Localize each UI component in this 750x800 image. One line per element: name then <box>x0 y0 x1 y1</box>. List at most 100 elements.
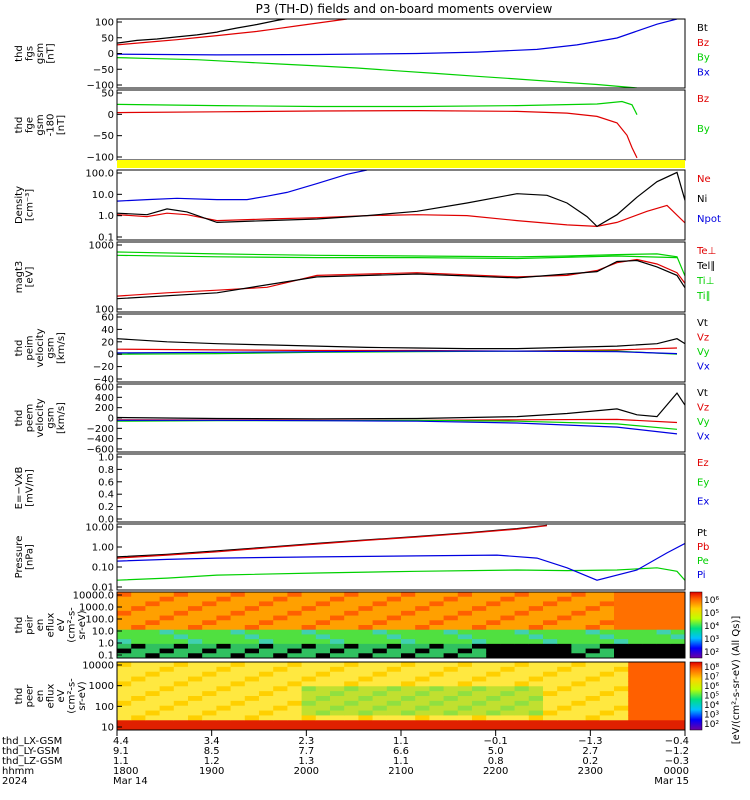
heatmap-cell <box>301 725 317 730</box>
heatmap-cell <box>202 610 217 617</box>
heatmap-cell <box>230 700 246 707</box>
heatmap-cell <box>259 639 274 645</box>
heatmap-cell <box>486 691 501 697</box>
heatmap-cell <box>514 610 530 617</box>
heatmap-cell <box>571 596 587 602</box>
heatmap-cell <box>173 662 189 668</box>
panel-frame <box>116 591 686 659</box>
heatmap-cell <box>415 625 430 631</box>
heatmap-cell <box>443 620 459 626</box>
heatmap-cell <box>188 601 203 607</box>
heatmap-cell <box>642 691 658 697</box>
heatmap-cell <box>514 725 530 730</box>
heatmap-cell <box>443 705 459 712</box>
heatmap-cell <box>230 634 246 640</box>
heatmap-cell <box>500 666 516 673</box>
heatmap-cell <box>244 629 260 635</box>
heatmap-cell <box>415 592 430 598</box>
heatmap-cell <box>443 686 459 692</box>
heatmap-cell <box>315 653 331 658</box>
heatmap-cell <box>117 648 132 654</box>
heatmap-cell <box>415 676 430 682</box>
y-tick-label: 0.4 <box>98 490 114 501</box>
heatmap-cell <box>543 710 558 716</box>
heatmap-cell <box>386 653 402 658</box>
heatmap-cell <box>230 662 246 668</box>
heatmap-cell <box>457 720 473 726</box>
heatmap-cell <box>202 705 217 712</box>
heatmap-cell <box>287 615 303 621</box>
heatmap-cell <box>500 643 516 650</box>
heatmap-cell <box>202 700 217 707</box>
heatmap-cell <box>585 696 601 702</box>
y-tick-label: 0.1 <box>98 651 114 662</box>
series-line-vt <box>117 392 685 420</box>
heatmap-cell <box>273 639 288 645</box>
y-tick-label: 200 <box>95 403 114 414</box>
x-tick-label: 3.4 <box>204 736 220 747</box>
heatmap-cell <box>244 625 260 631</box>
heatmap-cell <box>259 610 274 617</box>
heatmap-cell <box>585 671 601 678</box>
heatmap-cell <box>401 710 416 716</box>
heatmap-cell <box>571 662 587 668</box>
series-line-pe <box>117 567 685 582</box>
y-axis-label: gsm <box>35 114 46 135</box>
heatmap-cell <box>457 653 473 658</box>
heatmap-cell <box>301 676 317 682</box>
heatmap-cell <box>401 634 416 640</box>
panel-efield: 1.00.80.6 0.40.2 0.0 E=−VxB [mV/m] Ez Ey Ex <box>14 453 709 526</box>
heatmap-cell <box>557 676 572 682</box>
heatmap-cell <box>301 720 317 726</box>
heatmap-cell <box>614 592 629 598</box>
heatmap-cell <box>642 639 658 645</box>
heatmap-cell <box>230 610 246 617</box>
heatmap-cell <box>670 715 685 721</box>
heatmap-cell <box>344 681 359 687</box>
heatmap-cell <box>401 720 416 726</box>
series-line-bz <box>117 19 348 46</box>
heatmap-cell <box>543 625 558 631</box>
heatmap-cell <box>315 620 331 626</box>
heatmap-cell <box>415 715 430 721</box>
heatmap-cell <box>543 686 558 692</box>
heatmap-cell <box>344 629 359 635</box>
heatmap-cell <box>372 676 388 682</box>
heatmap-cell <box>358 700 374 707</box>
heatmap-cell <box>571 715 587 721</box>
heatmap-cell <box>159 592 175 598</box>
heatmap-cell <box>188 671 203 678</box>
heatmap-cell <box>599 625 615 631</box>
heatmap-cell <box>614 725 629 730</box>
heatmap-cell <box>443 596 459 602</box>
heatmap-cell <box>386 676 402 682</box>
heatmap-cell <box>472 601 487 607</box>
heatmap-cell <box>386 615 402 621</box>
heatmap-cell <box>571 710 587 716</box>
y-tick-label: 100 <box>95 18 114 29</box>
heatmap-cell <box>344 720 359 726</box>
legend-entry: Bz <box>697 38 709 49</box>
heatmap-cell <box>173 725 189 730</box>
heatmap-cell <box>599 629 615 635</box>
heatmap-cell <box>457 710 473 716</box>
heatmap-cell <box>472 715 487 721</box>
heatmap-cell <box>173 601 189 607</box>
heatmap-cell <box>429 696 445 702</box>
heatmap-cell <box>670 648 685 654</box>
heatmap-cell <box>330 592 345 598</box>
heatmap-cell <box>287 625 303 631</box>
heatmap-cell <box>585 725 601 730</box>
heatmap-cell <box>557 705 572 712</box>
heatmap-cell <box>230 629 246 635</box>
y-tick-label: 0 <box>108 49 114 60</box>
heatmap-cell <box>543 700 558 707</box>
heatmap-cell <box>145 610 161 617</box>
y-axis-label: peim <box>25 335 36 360</box>
heatmap-cell <box>642 681 658 687</box>
heatmap-cell <box>287 643 303 650</box>
heatmap-cell <box>244 592 260 598</box>
heatmap-cell <box>642 676 658 682</box>
heatmap-cell <box>173 686 189 692</box>
heatmap-cell <box>500 710 516 716</box>
